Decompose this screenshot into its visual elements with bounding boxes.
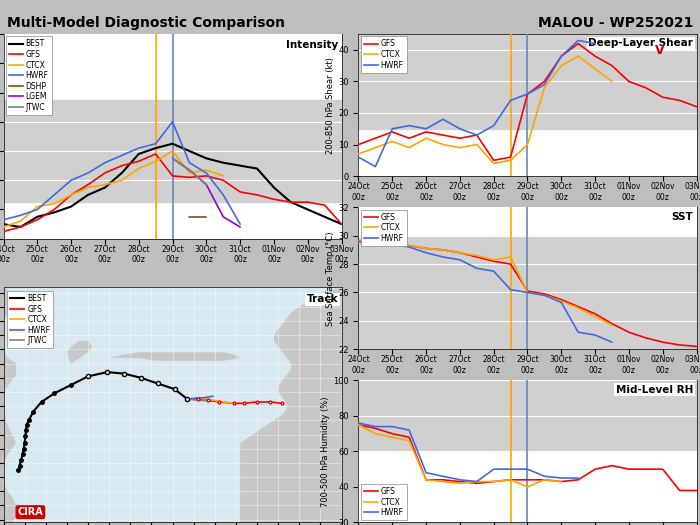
Text: Multi-Model Diagnostic Comparison: Multi-Model Diagnostic Comparison	[7, 16, 285, 30]
Polygon shape	[109, 352, 240, 361]
Bar	[358, 321, 696, 349]
Text: CIRA: CIRA	[18, 507, 43, 517]
Text: SST: SST	[671, 212, 693, 222]
Legend: BEST, GFS, CTCX, HWRF, JTWC: BEST, GFS, CTCX, HWRF, JTWC	[7, 291, 53, 348]
Bar	[358, 34, 696, 97]
Polygon shape	[4, 287, 16, 522]
Y-axis label: Sea Surface Temp (°C): Sea Surface Temp (°C)	[326, 231, 335, 326]
Polygon shape	[0, 389, 4, 421]
Bar	[358, 381, 696, 452]
Bar	[4, 144, 342, 173]
Bar	[358, 97, 696, 129]
Legend: GFS, CTCX, HWRF: GFS, CTCX, HWRF	[360, 36, 407, 72]
Legend: BEST, GFS, CTCX, HWRF, DSHP, LGEM, JTWC: BEST, GFS, CTCX, HWRF, DSHP, LGEM, JTWC	[6, 36, 52, 114]
Bar	[358, 236, 696, 264]
Text: Intensity: Intensity	[286, 40, 338, 50]
Text: Deep-Layer Shear: Deep-Layer Shear	[588, 38, 693, 48]
Text: Mid-Level RH: Mid-Level RH	[616, 385, 693, 395]
Text: V: V	[654, 44, 664, 57]
Polygon shape	[67, 341, 92, 364]
Bar	[4, 173, 342, 202]
Legend: GFS, CTCX, HWRF: GFS, CTCX, HWRF	[360, 484, 407, 520]
Text: Track: Track	[307, 294, 338, 304]
Legend: GFS, CTCX, HWRF: GFS, CTCX, HWRF	[360, 209, 407, 246]
Polygon shape	[240, 287, 342, 522]
Bar	[358, 292, 696, 321]
Y-axis label: 700-500 hPa Humidity (%): 700-500 hPa Humidity (%)	[321, 396, 330, 507]
Text: MALOU - WP252021: MALOU - WP252021	[538, 16, 693, 30]
Bar	[358, 264, 696, 292]
Y-axis label: 200-850 hPa Shear (kt): 200-850 hPa Shear (kt)	[326, 57, 335, 153]
Bar	[4, 100, 342, 144]
